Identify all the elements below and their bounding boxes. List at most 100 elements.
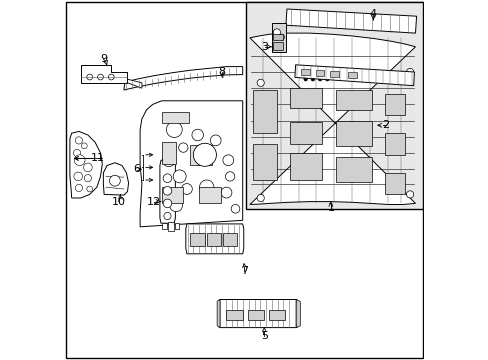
Text: 8: 8	[218, 67, 225, 77]
Circle shape	[166, 122, 182, 138]
Circle shape	[98, 74, 103, 80]
Circle shape	[178, 143, 187, 152]
Circle shape	[278, 34, 284, 40]
Bar	[273, 42, 283, 50]
Circle shape	[210, 135, 221, 146]
Polygon shape	[127, 79, 142, 88]
Circle shape	[162, 154, 175, 167]
Text: 6: 6	[133, 164, 141, 174]
Polygon shape	[285, 9, 416, 33]
Circle shape	[163, 199, 171, 208]
Bar	[301, 69, 309, 75]
Polygon shape	[249, 33, 415, 204]
Circle shape	[231, 204, 239, 213]
Bar	[289, 122, 321, 144]
Bar	[162, 223, 167, 229]
Bar	[384, 173, 404, 194]
Circle shape	[74, 172, 82, 181]
Text: 5: 5	[260, 330, 267, 341]
Circle shape	[108, 74, 114, 80]
Bar	[253, 90, 276, 133]
Circle shape	[181, 184, 192, 194]
Polygon shape	[218, 300, 297, 328]
Circle shape	[310, 77, 314, 81]
Bar	[162, 112, 188, 123]
Circle shape	[163, 186, 171, 195]
Bar	[190, 145, 212, 165]
Polygon shape	[296, 300, 300, 328]
Text: 3: 3	[261, 42, 268, 52]
Circle shape	[87, 74, 92, 80]
Circle shape	[273, 29, 280, 36]
Circle shape	[406, 68, 413, 76]
Bar	[384, 94, 404, 115]
Bar	[384, 133, 404, 155]
Circle shape	[325, 77, 328, 81]
Bar	[268, 310, 285, 320]
Circle shape	[173, 170, 186, 183]
Polygon shape	[123, 67, 242, 90]
Polygon shape	[81, 65, 127, 83]
Polygon shape	[294, 65, 413, 86]
Circle shape	[163, 174, 171, 183]
Circle shape	[109, 175, 120, 186]
Text: 2: 2	[381, 120, 388, 130]
Circle shape	[223, 155, 233, 166]
Circle shape	[84, 175, 91, 182]
Circle shape	[192, 129, 203, 141]
Circle shape	[87, 186, 92, 192]
Text: 11: 11	[90, 153, 104, 163]
Circle shape	[163, 212, 171, 220]
Text: 4: 4	[369, 9, 376, 19]
Bar	[168, 222, 174, 231]
Circle shape	[221, 187, 231, 198]
Bar	[246, 2, 422, 209]
Bar	[199, 187, 221, 203]
Circle shape	[257, 79, 264, 86]
Bar	[223, 233, 237, 246]
Circle shape	[75, 184, 82, 192]
Bar	[289, 88, 321, 108]
Text: 1: 1	[327, 203, 334, 213]
Bar	[289, 153, 321, 180]
Bar	[162, 187, 183, 203]
Text: 9: 9	[100, 54, 107, 64]
Bar	[190, 233, 204, 246]
Bar	[226, 310, 242, 320]
Bar	[329, 71, 338, 77]
Circle shape	[199, 180, 213, 194]
Circle shape	[257, 194, 264, 202]
Circle shape	[74, 155, 85, 166]
Circle shape	[73, 149, 81, 157]
Bar	[247, 310, 264, 320]
Circle shape	[81, 143, 87, 149]
Bar	[315, 70, 324, 76]
Bar	[273, 34, 283, 40]
Text: 12: 12	[147, 197, 161, 207]
Circle shape	[83, 163, 92, 172]
Polygon shape	[217, 300, 220, 328]
Bar	[336, 90, 371, 110]
Text: 10: 10	[111, 197, 125, 207]
Bar	[162, 142, 176, 164]
Polygon shape	[140, 101, 242, 227]
Bar	[174, 223, 179, 229]
Bar	[206, 233, 221, 246]
Polygon shape	[160, 160, 175, 223]
Circle shape	[193, 143, 216, 166]
Circle shape	[75, 137, 82, 144]
Polygon shape	[103, 163, 128, 195]
Bar	[336, 157, 371, 182]
Text: 7: 7	[241, 266, 247, 276]
Bar	[253, 144, 276, 180]
Circle shape	[225, 172, 234, 181]
Polygon shape	[185, 224, 244, 254]
Polygon shape	[70, 131, 102, 198]
Bar	[347, 72, 356, 78]
Circle shape	[303, 77, 307, 81]
Circle shape	[318, 77, 321, 81]
Bar	[336, 121, 371, 146]
Circle shape	[406, 191, 413, 198]
Circle shape	[169, 199, 182, 212]
Polygon shape	[271, 23, 285, 52]
